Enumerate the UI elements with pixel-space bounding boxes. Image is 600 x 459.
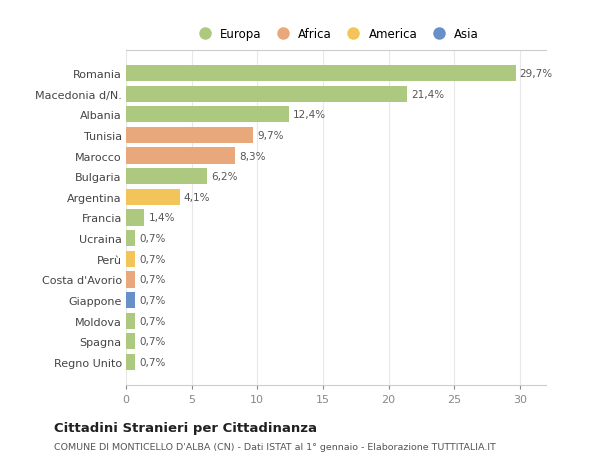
Bar	[126, 210, 145, 226]
Bar	[126, 251, 135, 267]
Bar	[126, 169, 208, 185]
Text: 6,2%: 6,2%	[211, 172, 238, 182]
Text: 0,7%: 0,7%	[139, 275, 166, 285]
Text: 29,7%: 29,7%	[520, 69, 553, 79]
Bar	[126, 107, 289, 123]
Text: 0,7%: 0,7%	[139, 337, 166, 347]
Text: 0,7%: 0,7%	[139, 357, 166, 367]
Text: 12,4%: 12,4%	[293, 110, 326, 120]
Text: 0,7%: 0,7%	[139, 234, 166, 244]
Text: 0,7%: 0,7%	[139, 296, 166, 305]
Legend: Europa, Africa, America, Asia: Europa, Africa, America, Asia	[188, 23, 484, 45]
Bar	[126, 313, 135, 329]
Bar	[126, 272, 135, 288]
Bar	[126, 66, 516, 82]
Text: 1,4%: 1,4%	[148, 213, 175, 223]
Bar	[126, 148, 235, 164]
Text: 0,7%: 0,7%	[139, 316, 166, 326]
Bar	[126, 334, 135, 350]
Text: Cittadini Stranieri per Cittadinanza: Cittadini Stranieri per Cittadinanza	[54, 421, 317, 434]
Text: 4,1%: 4,1%	[184, 192, 210, 202]
Bar	[126, 190, 180, 206]
Bar	[126, 86, 407, 102]
Bar	[126, 230, 135, 246]
Text: 8,3%: 8,3%	[239, 151, 265, 161]
Text: 0,7%: 0,7%	[139, 254, 166, 264]
Bar	[126, 354, 135, 370]
Text: 9,7%: 9,7%	[257, 131, 284, 140]
Text: 21,4%: 21,4%	[411, 90, 444, 99]
Bar	[126, 292, 135, 308]
Text: COMUNE DI MONTICELLO D'ALBA (CN) - Dati ISTAT al 1° gennaio - Elaborazione TUTTI: COMUNE DI MONTICELLO D'ALBA (CN) - Dati …	[54, 442, 496, 451]
Bar	[126, 128, 253, 144]
